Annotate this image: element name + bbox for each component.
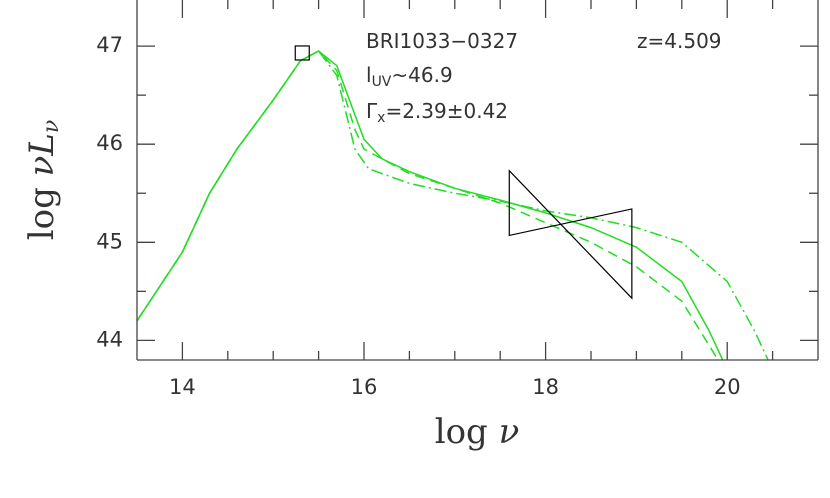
y-axis-label-symbol: νL	[22, 133, 62, 176]
annotation-text: z=4.509	[637, 29, 722, 53]
x-tick-label: 16	[351, 375, 378, 399]
sed-curve	[137, 50, 724, 360]
y-tick-label: 47	[96, 33, 123, 57]
plot-area	[137, 50, 769, 360]
sed-curve	[137, 50, 719, 360]
x-tick-label: 14	[169, 375, 196, 399]
annotation: z=4.509	[637, 29, 722, 53]
xray-bowtie	[508, 169, 633, 300]
x-axis-label: log ν	[435, 412, 520, 452]
y-axis-label-text: log	[22, 176, 62, 240]
annotation: lUV~46.9	[366, 63, 453, 91]
annotation-text: Γ	[366, 99, 378, 123]
y-tick-label: 45	[96, 229, 123, 253]
annotation-text: ~46.9	[391, 63, 452, 87]
y-tick-label: 46	[96, 131, 123, 155]
annotation-sub: UV	[372, 74, 392, 90]
annotation-text: =2.39±0.42	[385, 99, 508, 123]
annotation-text: BRI1033−0327	[366, 29, 518, 53]
annotation: BRI1033−0327	[366, 29, 518, 53]
y-axis-label-sub: ν	[39, 120, 64, 133]
y-axis-label: log νLν	[22, 120, 64, 241]
annotation-sub: x	[377, 110, 385, 126]
data-point	[294, 45, 310, 61]
sed-curve	[137, 50, 769, 360]
x-tick-label: 18	[532, 375, 559, 399]
x-axis-label-text: log	[435, 412, 499, 452]
y-tick-label: 44	[96, 327, 123, 351]
annotation: Γx=2.39±0.42	[366, 99, 508, 127]
x-tick-label: 20	[714, 375, 741, 399]
annotation-text: l	[366, 63, 372, 87]
x-axis-label-symbol: ν	[499, 412, 520, 452]
